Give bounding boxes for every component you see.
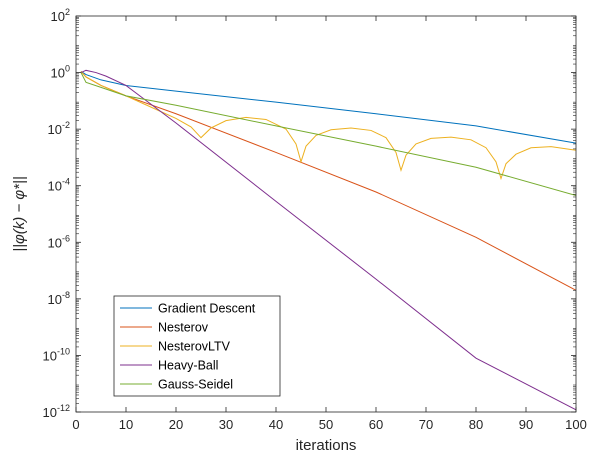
x-tick-label: 0	[72, 417, 79, 432]
series-line-5	[80, 72, 576, 197]
legend-label-3: NesterovLTV	[158, 340, 231, 354]
series-layer	[80, 69, 576, 411]
legend-label-4: Heavy-Ball	[158, 359, 218, 373]
ticks-layer: 0 10 20 30 40 50 60 70 80 90 100 10-12 10-10 10-8 10-6…	[43, 7, 587, 432]
x-tick-label: 40	[269, 417, 283, 432]
y-tick-label: 10-2	[48, 120, 70, 137]
y-tick-label: 10-4	[48, 177, 70, 194]
x-tick-label: 10	[119, 417, 133, 432]
x-tick-label: 20	[169, 417, 183, 432]
legend: Gradient Descent Nesterov NesterovLTV Heavy…	[113, 295, 281, 397]
series-line-1	[80, 70, 576, 144]
x-tick-label: 30	[219, 417, 233, 432]
legend-label-5: Gauss-Seidel	[158, 378, 233, 392]
x-axis-label: iterations	[296, 437, 357, 454]
y-tick-label: 10-12	[43, 403, 70, 420]
y-tick-label: 10-10	[43, 346, 70, 363]
x-tick-label: 80	[469, 417, 483, 432]
x-tick-label: 90	[519, 417, 533, 432]
x-tick-label: 60	[369, 417, 383, 432]
y-axis-label: ||φ(k) − φ*||	[11, 176, 28, 252]
legend-label-1: Gradient Descent	[158, 302, 256, 316]
y-tick-label: 102	[51, 7, 70, 24]
x-tick-label: 100	[565, 417, 587, 432]
legend-label-2: Nesterov	[158, 321, 209, 335]
series-line-4	[80, 69, 576, 411]
y-tick-label: 10-6	[48, 233, 70, 250]
x-tick-label: 50	[319, 417, 333, 432]
x-tick-label: 70	[419, 417, 433, 432]
series-line-3	[80, 71, 576, 181]
y-tick-label: 100	[51, 64, 70, 81]
y-tick-label: 10-8	[48, 290, 70, 307]
